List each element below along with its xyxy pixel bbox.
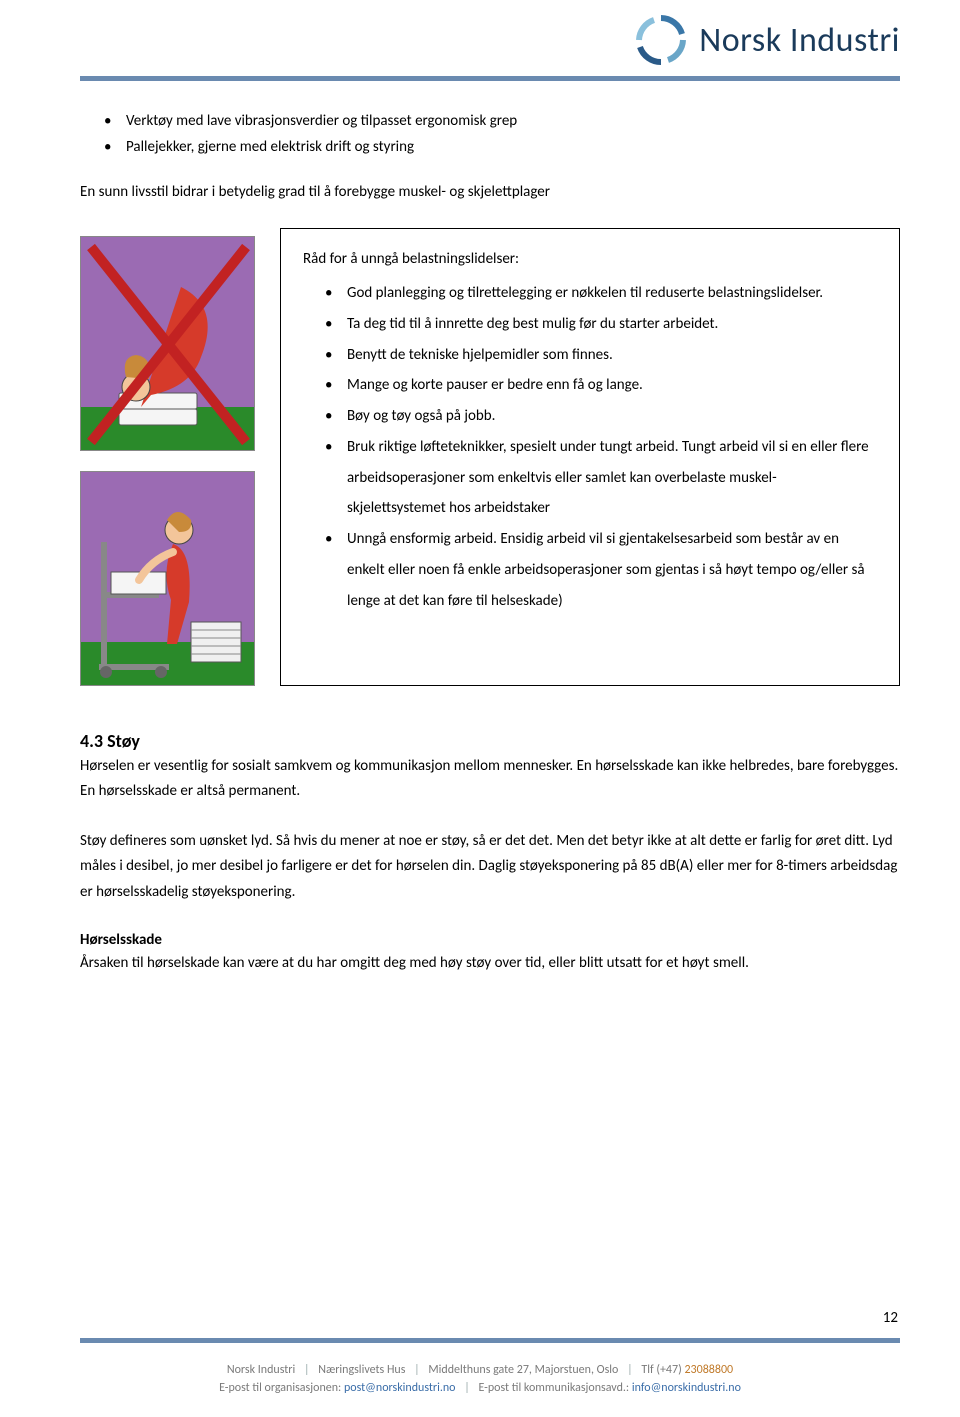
brand-logo: Norsk Industri (635, 14, 900, 66)
list-item: Mange og korte pauser er bedre enn få og… (325, 370, 877, 401)
footer-phone: 23088800 (684, 1363, 733, 1377)
body-paragraph: Støy defineres som uønsket lyd. Så hvis … (80, 829, 900, 906)
body-paragraph: Årsaken til hørselskade kan være at du h… (80, 951, 900, 977)
top-bullet-list: Verktøy med lave vibrasjonsverdier og ti… (80, 109, 900, 160)
advice-title: Råd for å unngå belastningslidelser: (303, 247, 877, 273)
illustration-lifting-aid (80, 471, 255, 686)
illustration-wrong-posture (80, 236, 255, 451)
illustration-column (80, 228, 260, 686)
page-footer: Norsk Industri | Næringslivets Hus | Mid… (0, 1361, 960, 1397)
page-number: 12 (883, 1309, 898, 1327)
footer-divider (80, 1338, 900, 1343)
list-item: Ta deg tid til å innrette deg best mulig… (325, 309, 877, 340)
page-content: Verktøy med lave vibrasjonsverdier og ti… (0, 81, 960, 977)
list-item: Bruk riktige løfteteknikker, spesielt un… (325, 432, 877, 524)
logo-icon (635, 14, 687, 66)
footer-email2: info@norskindustri.no (632, 1381, 741, 1395)
list-item: Unngå ensformig arbeid. Ensidig arbeid v… (325, 524, 877, 616)
footer-line-1: Norsk Industri | Næringslivets Hus | Mid… (0, 1361, 960, 1379)
brand-name: Norsk Industri (699, 20, 900, 61)
advice-list: God planlegging og tilrettelegging er nø… (303, 278, 877, 616)
body-paragraph: Hørselen er vesentlig for sosialt samkve… (80, 754, 900, 805)
advice-box: Råd for å unngå belastningslidelser: God… (280, 228, 900, 686)
separator-icon: | (458, 1381, 476, 1395)
separator-icon: | (621, 1363, 639, 1377)
footer-email1: post@norskindustri.no (344, 1381, 456, 1395)
footer-phone-label: Tlf (+47) (641, 1363, 681, 1377)
list-item: Verktøy med lave vibrasjonsverdier og ti… (104, 109, 900, 135)
page-header: Norsk Industri (0, 0, 960, 72)
list-item: God planlegging og tilrettelegging er nø… (325, 278, 877, 309)
footer-line-2: E-post til organisasjonen: post@norskind… (0, 1379, 960, 1397)
list-item: Pallejekker, gjerne med elektrisk drift … (104, 135, 900, 161)
section-heading: 4.3 Støy (80, 730, 900, 752)
footer-email1-label: E-post til organisasjonen: (219, 1381, 341, 1395)
list-item: Bøy og tøy også på jobb. (325, 401, 877, 432)
separator-icon: | (408, 1363, 426, 1377)
list-item: Benytt de tekniske hjelpemidler som finn… (325, 340, 877, 371)
footer-building: Næringslivets Hus (318, 1363, 405, 1377)
separator-icon: | (298, 1363, 316, 1377)
intro-paragraph: En sunn livsstil bidrar i betydelig grad… (80, 180, 900, 206)
footer-email2-label: E-post til kommunikasjonsavd.: (478, 1381, 629, 1395)
sub-heading: Hørselsskade (80, 931, 900, 949)
footer-address: Middelthuns gate 27, Majorstuen, Oslo (428, 1363, 618, 1377)
advice-section: Råd for å unngå belastningslidelser: God… (80, 228, 900, 686)
footer-org: Norsk Industri (227, 1363, 295, 1377)
